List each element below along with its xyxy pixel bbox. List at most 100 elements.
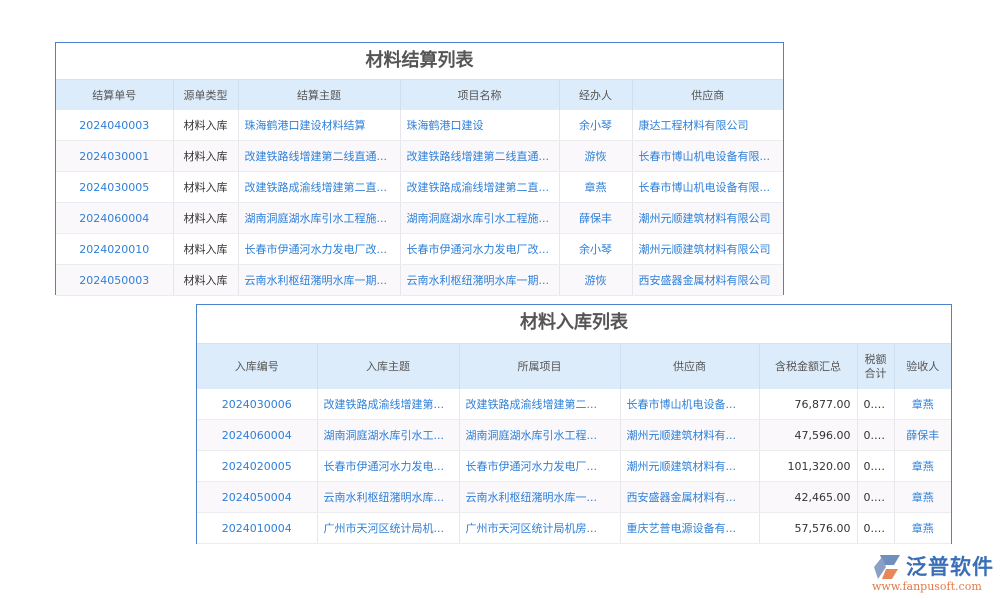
- settlement-column-header[interactable]: 项目名称: [400, 80, 560, 110]
- table-row[interactable]: 2024040003 材料入库 珠海鹤港口建设材料结算 珠海鹤港口建设 余小琴 康达工程材…: [56, 110, 783, 141]
- table-row[interactable]: 2024060004 湖南洞庭湖水库引水工... 湖南洞庭湖水库引水工程... 潮州元…: [197, 419, 951, 451]
- settlement-cell[interactable]: 湖南洞庭湖水库引水工程施...: [238, 202, 401, 234]
- settlement-cell[interactable]: 长春市博山机电设备有限...: [632, 171, 783, 203]
- inbound-cell[interactable]: 湖南洞庭湖水库引水工程...: [459, 419, 621, 451]
- inbound-cell[interactable]: 湖南洞庭湖水库引水工...: [317, 419, 460, 451]
- inbound-column-header[interactable]: 所属项目: [459, 344, 621, 389]
- inbound-cell: 0.00: [857, 450, 895, 482]
- settlement-cell: 材料入库: [173, 202, 239, 234]
- settlement-column-header[interactable]: 经办人: [559, 80, 633, 110]
- settlement-cell: 材料入库: [173, 233, 239, 265]
- settlement-cell[interactable]: 珠海鹤港口建设: [400, 110, 560, 141]
- inbound-cell: 0.00: [857, 481, 895, 513]
- inbound-cell[interactable]: 云南水利枢纽潴明水库...: [317, 481, 460, 513]
- settlement-cell[interactable]: 西安盛器金属材料有限公司: [632, 264, 783, 296]
- settlement-cell[interactable]: 云南水利枢纽潴明水库一期...: [400, 264, 560, 296]
- settlement-cell[interactable]: 章燕: [559, 171, 633, 203]
- inbound-table: 入库编号 入库主题 所属项目 供应商 含税金额汇总 税额合计 验收人 2024030006 改…: [197, 344, 951, 544]
- inbound-cell: 57,576.00: [759, 512, 858, 544]
- settlement-cell[interactable]: 2024030005: [56, 171, 174, 203]
- settlement-cell[interactable]: 2024060004: [56, 202, 174, 234]
- inbound-list-panel: 材料入库列表 入库编号 入库主题 所属项目 供应商 含税金额汇总 税额合计 验收人 2024…: [196, 304, 952, 544]
- fanpu-logo: 泛普软件 www.fanpusoft.com: [872, 555, 994, 593]
- inbound-cell[interactable]: 西安盛器金属材料有...: [620, 481, 760, 513]
- table-row[interactable]: 2024030005 材料入库 改建铁路成渝线增建第二直... 改建铁路成渝线增建第二…: [56, 171, 783, 203]
- inbound-cell[interactable]: 重庆艺普电源设备有...: [620, 512, 760, 544]
- settlement-cell[interactable]: 改建铁路成渝线增建第二直...: [238, 171, 401, 203]
- inbound-cell[interactable]: 云南水利枢纽潴明水库一...: [459, 481, 621, 513]
- settlement-cell[interactable]: 2024050003: [56, 264, 174, 296]
- table-row[interactable]: 2024030006 改建铁路成渝线增建第... 改建铁路成渝线增建第二... 长春市…: [197, 389, 951, 420]
- inbound-cell: 0.00: [857, 419, 895, 451]
- inbound-cell[interactable]: 章燕: [894, 481, 951, 513]
- inbound-column-header[interactable]: 税额合计: [857, 344, 895, 389]
- settlement-cell[interactable]: 游恢: [559, 140, 633, 172]
- inbound-cell[interactable]: 潮州元顺建筑材料有...: [620, 450, 760, 482]
- inbound-cell[interactable]: 2024010004: [197, 512, 318, 544]
- inbound-cell[interactable]: 2024060004: [197, 419, 318, 451]
- settlement-column-header[interactable]: 结算主题: [238, 80, 401, 110]
- settlement-cell[interactable]: 潮州元顺建筑材料有限公司: [632, 233, 783, 265]
- settlement-cell[interactable]: 余小琴: [559, 110, 633, 141]
- table-row[interactable]: 2024020005 长春市伊通河水力发电... 长春市伊通河水力发电厂... 潮州元…: [197, 450, 951, 482]
- inbound-column-header[interactable]: 验收人: [894, 344, 951, 389]
- settlement-column-header[interactable]: 结算单号: [56, 80, 174, 110]
- inbound-cell[interactable]: 潮州元顺建筑材料有...: [620, 419, 760, 451]
- inbound-cell: 76,877.00: [759, 389, 858, 420]
- settlement-column-header[interactable]: 源单类型: [173, 80, 239, 110]
- inbound-cell[interactable]: 长春市伊通河水力发电厂...: [459, 450, 621, 482]
- inbound-cell[interactable]: 长春市伊通河水力发电...: [317, 450, 460, 482]
- inbound-cell[interactable]: 2024050004: [197, 481, 318, 513]
- table-row[interactable]: 2024050004 云南水利枢纽潴明水库... 云南水利枢纽潴明水库一... 西安盛…: [197, 481, 951, 513]
- settlement-cell[interactable]: 长春市伊通河水力发电厂改...: [238, 233, 401, 265]
- inbound-column-header[interactable]: 入库主题: [317, 344, 460, 389]
- settlement-cell[interactable]: 珠海鹤港口建设材料结算: [238, 110, 401, 141]
- table-row[interactable]: 2024020010 材料入库 长春市伊通河水力发电厂改... 长春市伊通河水力发电厂…: [56, 233, 783, 265]
- logo-icon: [874, 555, 900, 579]
- inbound-cell: 0.00: [857, 512, 895, 544]
- settlement-cell[interactable]: 改建铁路成渝线增建第二直...: [400, 171, 560, 203]
- settlement-cell: 材料入库: [173, 140, 239, 172]
- settlement-cell[interactable]: 余小琴: [559, 233, 633, 265]
- inbound-cell[interactable]: 章燕: [894, 512, 951, 544]
- settlement-table: 结算单号 源单类型 结算主题 项目名称 经办人 供应商 2024040003 材料入库 珠海鹤…: [56, 80, 783, 296]
- settlement-cell[interactable]: 湖南洞庭湖水库引水工程施...: [400, 202, 560, 234]
- inbound-cell[interactable]: 广州市天河区统计局机...: [317, 512, 460, 544]
- table-row[interactable]: 2024050003 材料入库 云南水利枢纽潴明水库一期... 云南水利枢纽潴明水库一…: [56, 264, 783, 296]
- settlement-cell[interactable]: 2024030001: [56, 140, 174, 172]
- settlement-cell[interactable]: 改建铁路线增建第二线直通...: [238, 140, 401, 172]
- settlement-cell[interactable]: 改建铁路线增建第二线直通...: [400, 140, 560, 172]
- inbound-cell[interactable]: 2024030006: [197, 389, 318, 420]
- settlement-cell: 材料入库: [173, 110, 239, 141]
- inbound-list-title: 材料入库列表: [197, 305, 951, 344]
- inbound-cell[interactable]: 改建铁路成渝线增建第二...: [459, 389, 621, 420]
- settlement-list-title: 材料结算列表: [56, 43, 783, 80]
- inbound-cell[interactable]: 广州市天河区统计局机房...: [459, 512, 621, 544]
- inbound-cell[interactable]: 2024020005: [197, 450, 318, 482]
- inbound-column-header[interactable]: 供应商: [620, 344, 760, 389]
- inbound-column-header[interactable]: 含税金额汇总: [759, 344, 858, 389]
- table-row[interactable]: 2024060004 材料入库 湖南洞庭湖水库引水工程施... 湖南洞庭湖水库引水工程…: [56, 202, 783, 234]
- settlement-cell[interactable]: 康达工程材料有限公司: [632, 110, 783, 141]
- settlement-cell[interactable]: 游恢: [559, 264, 633, 296]
- table-row[interactable]: 2024030001 材料入库 改建铁路线增建第二线直通... 改建铁路线增建第二线直…: [56, 140, 783, 172]
- inbound-column-header[interactable]: 入库编号: [197, 344, 318, 389]
- inbound-cell: 101,320.00: [759, 450, 858, 482]
- inbound-cell[interactable]: 章燕: [894, 389, 951, 420]
- inbound-cell[interactable]: 改建铁路成渝线增建第...: [317, 389, 460, 420]
- inbound-cell[interactable]: 章燕: [894, 450, 951, 482]
- inbound-cell[interactable]: 长春市博山机电设备...: [620, 389, 760, 420]
- settlement-cell[interactable]: 薛保丰: [559, 202, 633, 234]
- settlement-cell[interactable]: 长春市伊通河水力发电厂改...: [400, 233, 560, 265]
- settlement-cell[interactable]: 2024040003: [56, 110, 174, 141]
- settlement-cell: 材料入库: [173, 171, 239, 203]
- settlement-column-header[interactable]: 供应商: [632, 80, 783, 110]
- settlement-cell[interactable]: 潮州元顺建筑材料有限公司: [632, 202, 783, 234]
- settlement-list-panel: 材料结算列表 结算单号 源单类型 结算主题 项目名称 经办人 供应商 2024040003…: [55, 42, 784, 296]
- settlement-cell[interactable]: 2024020010: [56, 233, 174, 265]
- table-row[interactable]: 2024010004 广州市天河区统计局机... 广州市天河区统计局机房... 重庆艺…: [197, 512, 951, 544]
- settlement-cell[interactable]: 云南水利枢纽潴明水库一期...: [238, 264, 401, 296]
- settlement-cell[interactable]: 长春市博山机电设备有限...: [632, 140, 783, 172]
- inbound-cell[interactable]: 薛保丰: [894, 419, 951, 451]
- settlement-cell: 材料入库: [173, 264, 239, 296]
